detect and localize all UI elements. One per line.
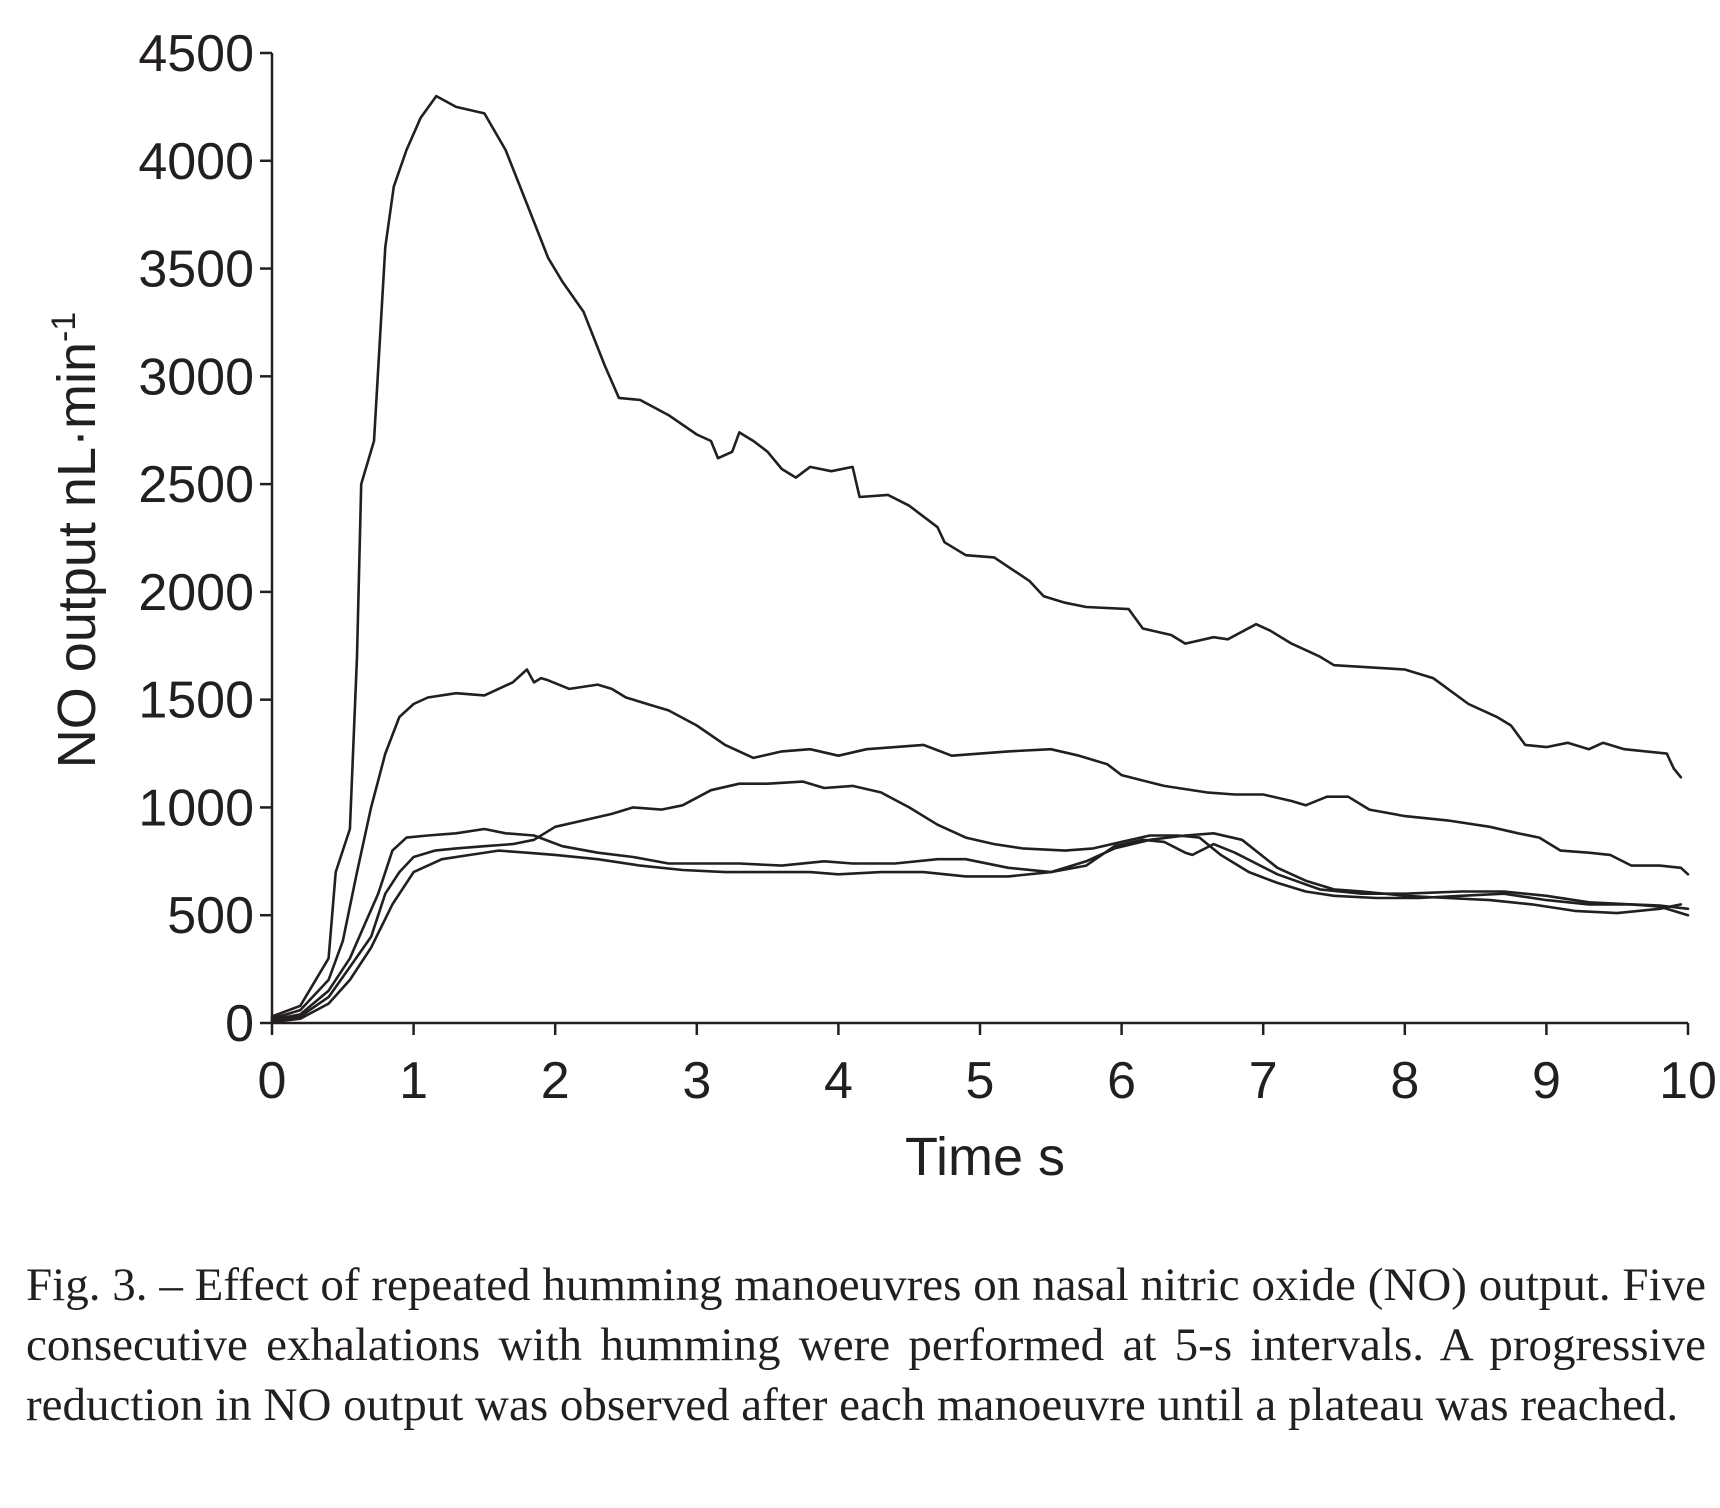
y-tick-label: 2500 — [138, 456, 254, 514]
x-tick-label: 7 — [1249, 1052, 1278, 1110]
series-line-5 — [270, 832, 1683, 1024]
y-tick-label: 1000 — [138, 779, 254, 837]
y-tick-label: 4000 — [138, 133, 254, 191]
x-tick-label: 3 — [682, 1052, 711, 1110]
y-axis-title-main: NO output nL·min — [47, 342, 107, 768]
x-tick-label: 5 — [966, 1052, 995, 1110]
x-tick-label: 4 — [824, 1052, 853, 1110]
x-tick-label: 8 — [1390, 1052, 1419, 1110]
x-tick-label: 0 — [258, 1052, 287, 1110]
series-line-2 — [270, 668, 1690, 1020]
y-tick-label: 3000 — [138, 348, 254, 406]
series-line-4 — [270, 780, 1690, 1023]
x-tick-label: 6 — [1107, 1052, 1136, 1110]
x-axis: 0 1 2 3 4 5 6 7 8 9 10 — [258, 1021, 1717, 1110]
y-tick-label: 1500 — [138, 672, 254, 730]
x-tick-label: 2 — [541, 1052, 570, 1110]
figure-caption: Fig. 3. – Effect of repeated humming man… — [26, 1259, 1706, 1431]
x-tick-label: 1 — [399, 1052, 428, 1110]
y-tick-label: 500 — [167, 887, 254, 945]
x-axis-title: Time s — [905, 1127, 1065, 1187]
y-tick-label: 4500 — [138, 25, 254, 83]
y-tick-label: 3500 — [138, 241, 254, 299]
series-lines — [270, 94, 1690, 1024]
line-chart: 0 500 1000 1500 2000 2500 3000 3500 4000 4500 0 1 2… — [45, 25, 1717, 1187]
y-axis-title-superscript: -1 — [45, 312, 83, 342]
y-tick-label: 2000 — [138, 564, 254, 622]
y-tick-label: 0 — [225, 995, 254, 1053]
series-line-1 — [270, 94, 1683, 1018]
y-axis: 0 500 1000 1500 2000 2500 3000 3500 4000 4500 — [138, 25, 274, 1053]
x-tick-label: 9 — [1532, 1052, 1561, 1110]
x-tick-label: 10 — [1659, 1052, 1717, 1110]
series-line-3 — [270, 827, 1690, 1022]
y-axis-title: NO output nL·min-1 — [45, 312, 107, 768]
